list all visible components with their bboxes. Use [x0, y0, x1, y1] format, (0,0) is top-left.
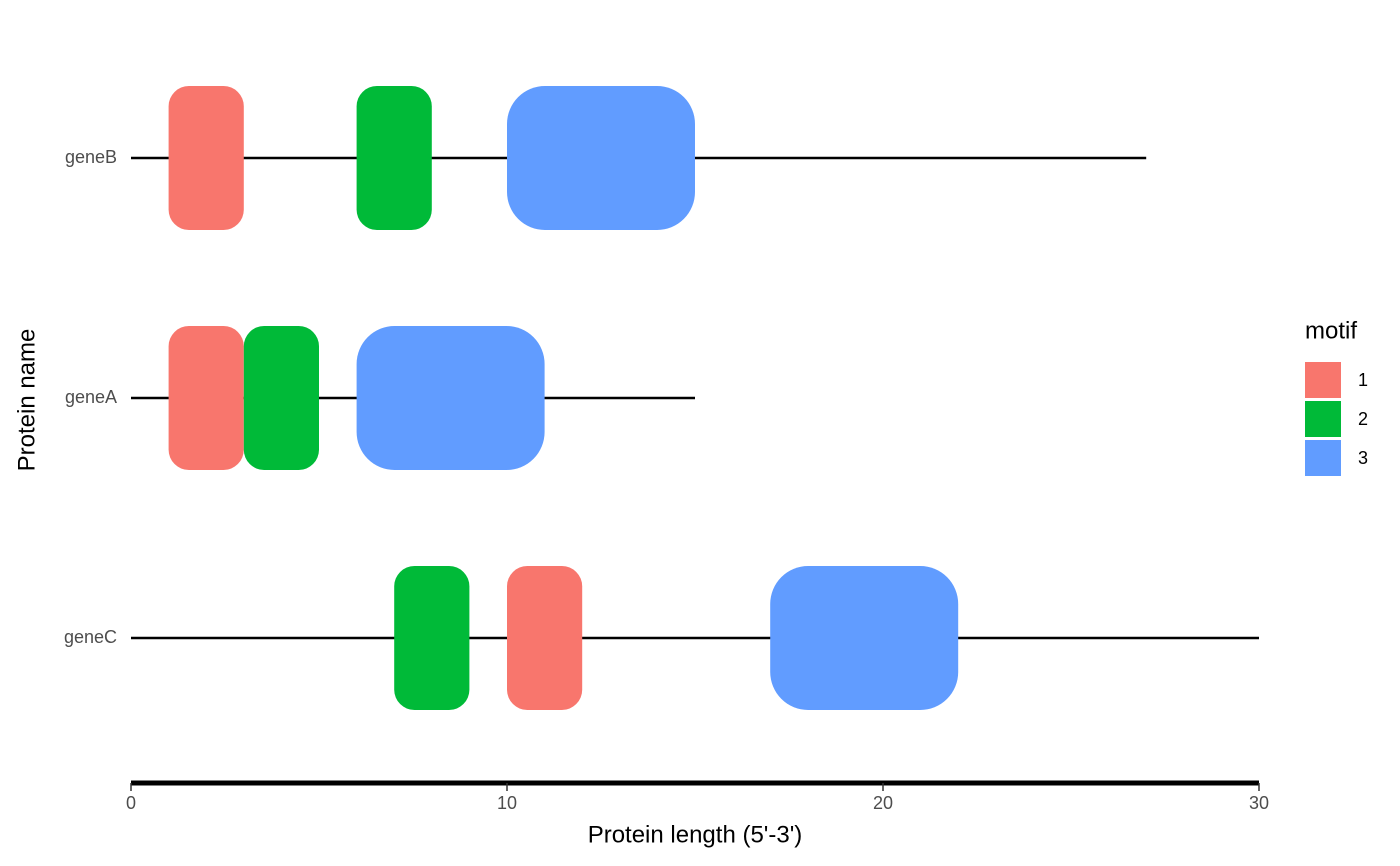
- x-tick-label: 0: [126, 793, 136, 813]
- motif-box: [356, 326, 545, 470]
- legend-label: 2: [1358, 409, 1368, 429]
- y-tick-label: geneC: [64, 627, 117, 647]
- motif-box: [507, 566, 583, 710]
- x-tick-label: 30: [1249, 793, 1269, 813]
- legend-key: [1305, 401, 1341, 437]
- y-tick-label: geneA: [65, 387, 117, 407]
- motif-box: [770, 566, 959, 710]
- legend-key: [1305, 362, 1341, 398]
- motif-box: [507, 86, 695, 230]
- y-tick-label: geneB: [65, 147, 117, 167]
- x-tick-label: 10: [497, 793, 517, 813]
- y-axis-title: Protein name: [13, 329, 40, 472]
- legend-key: [1305, 440, 1341, 476]
- legend-label: 1: [1358, 370, 1368, 390]
- motif-box: [168, 326, 244, 470]
- x-axis-title: Protein length (5'-3'): [588, 821, 803, 848]
- legend-label: 3: [1358, 448, 1368, 468]
- motif-box: [356, 86, 432, 230]
- x-tick-label: 20: [873, 793, 893, 813]
- motif-box: [394, 566, 470, 710]
- motif-box: [243, 326, 319, 470]
- legend-title: motif: [1305, 317, 1357, 344]
- motif-box: [168, 86, 244, 230]
